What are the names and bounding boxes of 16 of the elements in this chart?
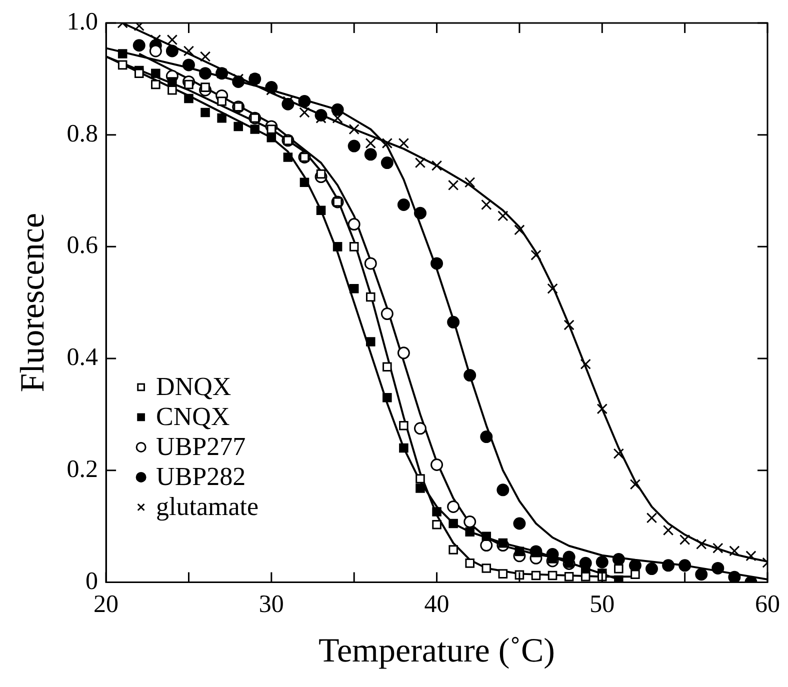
x-tick-label: 50	[590, 590, 615, 618]
y-tick-label: 0.2	[66, 456, 98, 483]
y-tick-label: 0.8	[66, 120, 98, 148]
legend-label: glutamate	[156, 492, 259, 522]
legend-label: UBP277	[156, 432, 246, 462]
legend-label: CNQX	[156, 402, 230, 432]
legend-label: UBP282	[156, 462, 246, 492]
legend-label: DNQX	[156, 372, 232, 402]
y-tick-label: 1.0	[66, 8, 98, 36]
x-tick-label: 60	[755, 590, 780, 618]
x-axis-title: Temperature (˚C)	[318, 632, 555, 670]
x-tick-label: 40	[424, 590, 450, 618]
y-tick-label: 0.4	[66, 344, 99, 372]
y-axis-title: Fluorescence	[14, 212, 52, 392]
y-tick-label: 0.6	[66, 232, 98, 260]
x-tick-label: 30	[258, 590, 284, 618]
